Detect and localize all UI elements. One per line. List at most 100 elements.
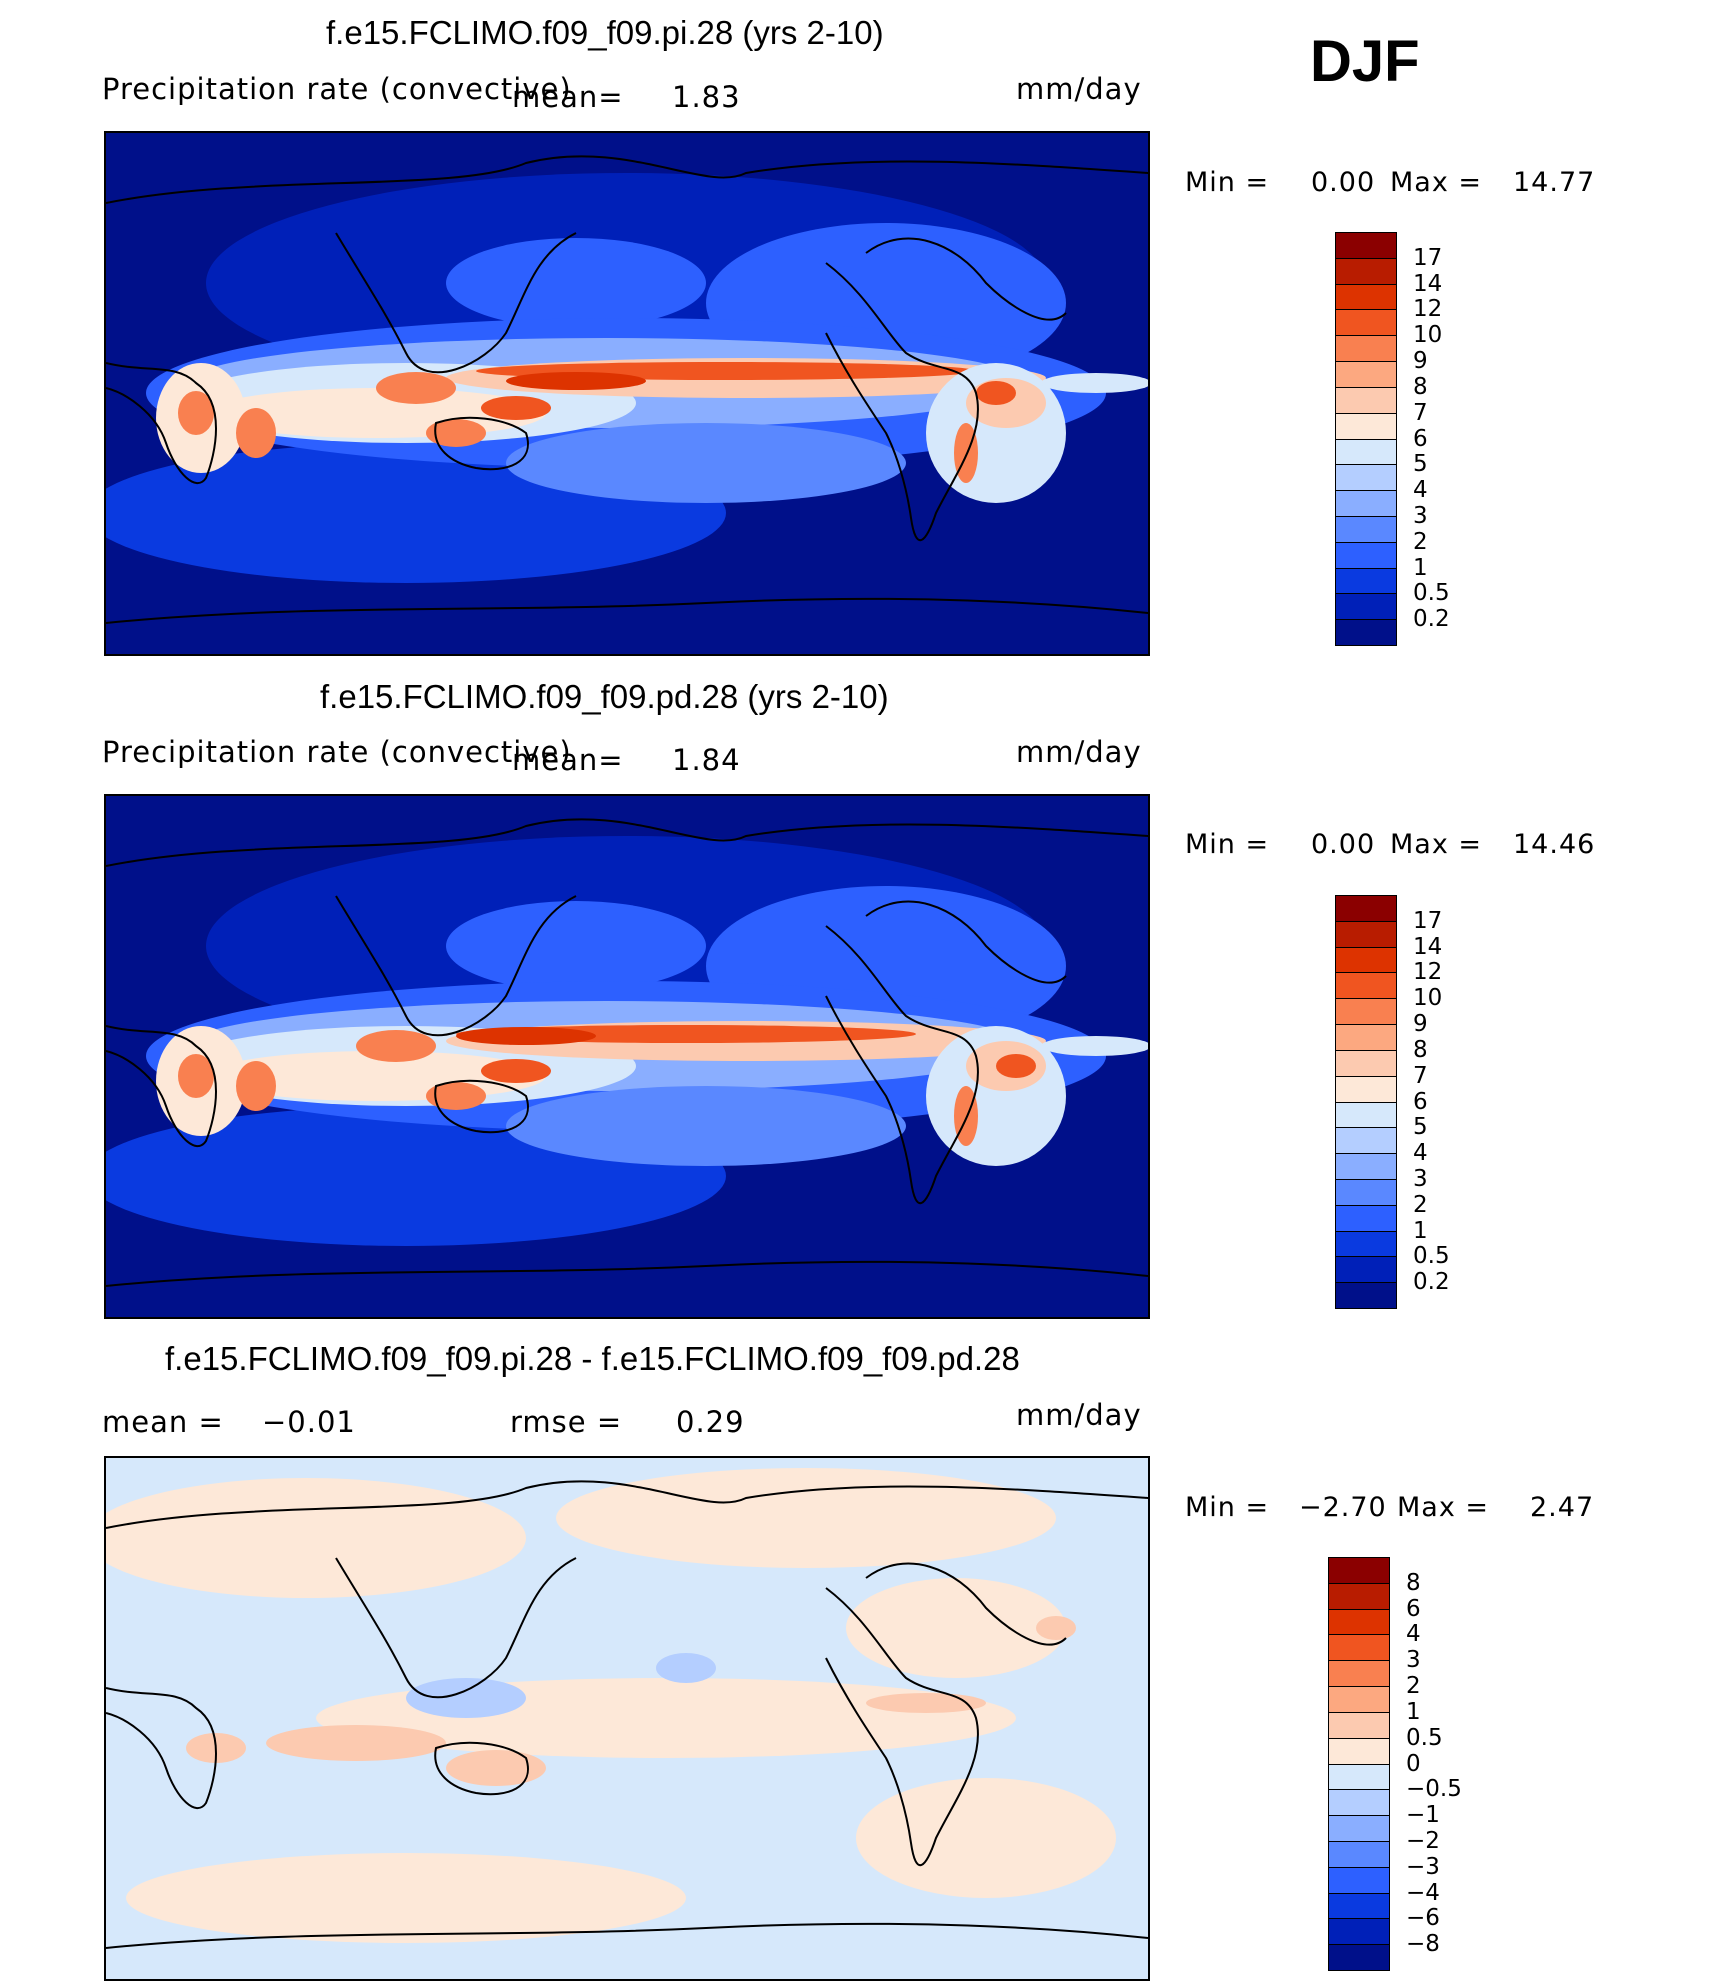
panel-1-max-value: 14.77 bbox=[1513, 167, 1596, 198]
colorbar-swatch bbox=[1335, 1075, 1397, 1103]
colorbar-label: 8 bbox=[1406, 1569, 1421, 1596]
colorbar-label: 4 bbox=[1406, 1621, 1421, 1648]
panel-3-min-label: Min = bbox=[1185, 1492, 1270, 1523]
colorbar-swatch bbox=[1335, 619, 1397, 646]
colorbar-swatch bbox=[1335, 998, 1397, 1026]
colorbar-swatch bbox=[1335, 1127, 1397, 1155]
panel-1-map bbox=[104, 131, 1150, 656]
colorbar-label: 14 bbox=[1413, 270, 1443, 297]
colorbar-label: 4 bbox=[1413, 1140, 1428, 1167]
colorbar-label: 2 bbox=[1406, 1673, 1421, 1700]
colorbar-label: 6 bbox=[1413, 1088, 1428, 1115]
colorbar-label: 0 bbox=[1406, 1750, 1421, 1777]
colorbar-swatch bbox=[1328, 1634, 1390, 1662]
colorbar-label: 6 bbox=[1413, 425, 1428, 452]
panel-2-variable: Precipitation rate (convective) bbox=[102, 735, 572, 769]
colorbar-swatch bbox=[1328, 1557, 1390, 1584]
colorbar-label: 0.2 bbox=[1413, 1269, 1450, 1296]
colorbar-label: 7 bbox=[1413, 399, 1428, 426]
colorbar-label: −3 bbox=[1406, 1853, 1440, 1880]
colorbar-label: 8 bbox=[1413, 1036, 1428, 1063]
colorbar-label: 4 bbox=[1413, 477, 1428, 504]
colorbar-swatch bbox=[1328, 1815, 1390, 1842]
colorbar-swatch bbox=[1335, 1101, 1397, 1129]
panel-2-units: mm/day bbox=[1016, 735, 1142, 769]
colorbar-label: 2 bbox=[1413, 1191, 1428, 1218]
colorbar-swatch bbox=[1328, 1686, 1390, 1713]
panel-1-min-label: Min = bbox=[1185, 167, 1270, 198]
panel-1-min-value: 0.00 bbox=[1311, 167, 1376, 198]
colorbar-swatch bbox=[1328, 1866, 1390, 1894]
panel-3-colorbar: 8 6 4 3 2 1 0.5 0 −0.5 −1 −2 −3 −4 −6 −8 bbox=[1328, 1557, 1462, 1971]
colorbar-label: 8 bbox=[1413, 373, 1428, 400]
panel-2-colorbar: 17 14 12 10 9 8 7 6 5 4 3 2 1 0.5 0.2 bbox=[1335, 895, 1450, 1309]
panel-3-max-value: 2.47 bbox=[1530, 1492, 1595, 1523]
season-label: DJF bbox=[1310, 29, 1420, 94]
colorbar-swatch bbox=[1328, 1737, 1390, 1765]
colorbar-swatch bbox=[1328, 1660, 1390, 1688]
colorbar-label: 6 bbox=[1406, 1595, 1421, 1622]
colorbar-label: −4 bbox=[1406, 1879, 1440, 1906]
colorbar-swatch bbox=[1335, 335, 1397, 363]
panel-2-min-value: 0.00 bbox=[1311, 829, 1376, 860]
colorbar-swatch bbox=[1335, 541, 1397, 569]
colorbar-swatch bbox=[1335, 257, 1397, 285]
colorbar-label: −8 bbox=[1406, 1931, 1440, 1958]
colorbar-swatch bbox=[1335, 438, 1397, 466]
panel-1-colorbar: 17 14 12 10 9 8 7 6 5 4 3 2 1 0.5 0.2 bbox=[1335, 232, 1450, 646]
colorbar-label: 3 bbox=[1413, 502, 1428, 529]
panel-1-title: f.e15.FCLIMO.f09_f09.pi.28 (yrs 2-10) bbox=[326, 14, 884, 51]
colorbar-swatch bbox=[1335, 920, 1397, 948]
panel-3-min-value: −2.70 bbox=[1299, 1492, 1387, 1523]
panel-2-max-value: 14.46 bbox=[1513, 829, 1596, 860]
panel-2-mean-label: mean= bbox=[512, 743, 624, 777]
colorbar-label: 7 bbox=[1413, 1062, 1428, 1089]
colorbar-swatch bbox=[1328, 1711, 1390, 1739]
panel-1-variable: Precipitation rate (convective) bbox=[102, 72, 572, 106]
colorbar-label: 3 bbox=[1413, 1165, 1428, 1192]
colorbar-swatch bbox=[1335, 1230, 1397, 1258]
colorbar-label: 9 bbox=[1413, 348, 1428, 375]
panel-3-units: mm/day bbox=[1016, 1398, 1142, 1432]
colorbar-swatch bbox=[1328, 1608, 1390, 1636]
panel-2-map bbox=[104, 794, 1150, 1319]
panel-3-rmse-label: rmse = bbox=[510, 1405, 623, 1439]
panel-3-max-label: Max = bbox=[1397, 1492, 1490, 1523]
colorbar-label: 0.2 bbox=[1413, 606, 1450, 633]
colorbar-swatch bbox=[1328, 1582, 1390, 1610]
colorbar-swatch bbox=[1335, 232, 1397, 259]
colorbar-label: 12 bbox=[1413, 959, 1443, 986]
colorbar-label: 1 bbox=[1406, 1698, 1421, 1725]
colorbar-swatch bbox=[1335, 972, 1397, 1000]
colorbar-swatch bbox=[1335, 1049, 1397, 1077]
colorbar-swatch bbox=[1335, 361, 1397, 388]
colorbar-swatch bbox=[1328, 1763, 1390, 1791]
colorbar-label: 14 bbox=[1413, 933, 1443, 960]
colorbar-swatch bbox=[1335, 412, 1397, 440]
colorbar-swatch bbox=[1335, 309, 1397, 337]
colorbar-label: 9 bbox=[1413, 1011, 1428, 1038]
colorbar-swatch bbox=[1328, 1918, 1390, 1946]
colorbar-swatch bbox=[1335, 283, 1397, 311]
colorbar-label: 17 bbox=[1413, 907, 1443, 934]
panel-1-mean-label: mean= bbox=[512, 80, 624, 114]
panel-3-title: f.e15.FCLIMO.f09_f09.pi.28 - f.e15.FCLIM… bbox=[165, 1340, 1020, 1377]
colorbar-label: 5 bbox=[1413, 1114, 1428, 1141]
panel-3-map bbox=[104, 1456, 1150, 1981]
colorbar-swatch bbox=[1328, 1944, 1390, 1971]
panel-3-rmse-value: 0.29 bbox=[676, 1405, 745, 1439]
colorbar-swatch bbox=[1335, 895, 1397, 922]
colorbar-label: −2 bbox=[1406, 1827, 1440, 1854]
panel-1-units: mm/day bbox=[1016, 72, 1142, 106]
colorbar-label: 0.5 bbox=[1413, 580, 1450, 607]
colorbar-swatch bbox=[1335, 464, 1397, 492]
colorbar-swatch bbox=[1335, 1178, 1397, 1206]
panel-3-mean-label: mean = bbox=[102, 1405, 224, 1439]
colorbar-label: 3 bbox=[1406, 1647, 1421, 1674]
colorbar-label: 17 bbox=[1413, 244, 1443, 271]
colorbar-label: 0.5 bbox=[1413, 1243, 1450, 1270]
panel-2-min-label: Min = bbox=[1185, 829, 1270, 860]
colorbar-label: 10 bbox=[1413, 322, 1443, 349]
colorbar-label: 1 bbox=[1413, 554, 1428, 581]
colorbar-swatch bbox=[1335, 1153, 1397, 1180]
